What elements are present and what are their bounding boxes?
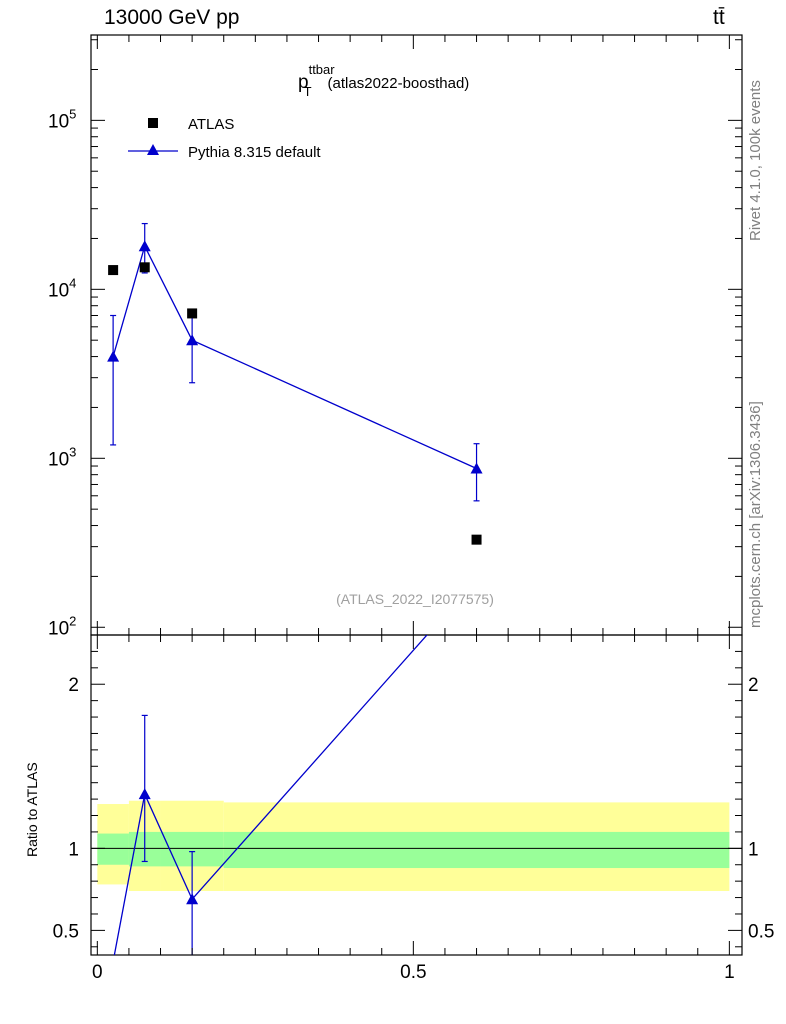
ratio-ticks [91, 35, 742, 955]
ratio-y-tick-label-right: 0.5 [748, 921, 774, 942]
atlas-point [108, 265, 119, 276]
main-y-tick-label: 105 [48, 106, 76, 132]
ratio-y-tick-label: 1 [68, 839, 79, 860]
pythia-point [186, 334, 199, 346]
main-y-tick-label: 103 [48, 444, 76, 470]
ratio-pythia-line [113, 635, 428, 955]
legend-pythia-label: Pythia 8.315 default [188, 144, 321, 161]
x-tick-label: 0.5 [400, 962, 426, 983]
header-left: 13000 GeV pp [104, 6, 240, 29]
analysis-watermark: (ATLAS_2022_I2077575) [336, 591, 494, 607]
main-y-ticks [91, 39, 742, 636]
legend: ATLAS Pythia 8.315 default [128, 116, 321, 161]
pythia-point [107, 350, 120, 362]
ratio-y-axis-label: Ratio to ATLAS [24, 762, 40, 857]
main-y-tick-label: 104 [48, 275, 76, 301]
ratio-y-tick-label: 0.5 [53, 921, 79, 942]
main-data-layer [107, 222, 483, 545]
ratio-y-tick-label-right: 1 [748, 839, 759, 860]
ratio-data-layer [113, 635, 428, 955]
main-y-tick-label: 102 [48, 613, 76, 639]
atlas-point [471, 534, 482, 545]
pythia-point [138, 240, 151, 252]
header-right: tt̄ [713, 6, 725, 29]
legend-atlas-label: ATLAS [188, 116, 234, 133]
uncertainty-band-green [97, 833, 129, 865]
ratio-y-tick-label: 2 [68, 675, 79, 696]
ratio-y-tick-label-right: 2 [748, 675, 759, 696]
ratio-pythia-point [186, 893, 199, 905]
pythia-line [112, 244, 477, 470]
x-tick-label: 1 [724, 962, 735, 983]
atlas-point [139, 262, 150, 273]
legend-pythia-marker [147, 144, 159, 155]
ratio-panel-frame [90, 634, 743, 956]
main-y-tick-labels: 102 103 104 105 [48, 106, 76, 639]
ratio-tick-labels: 0.5 0.5 1 1 2 2 0 0.5 1 [53, 675, 775, 983]
x-tick-label: 0 [92, 962, 103, 983]
pythia-point [470, 462, 483, 474]
atlas-point [187, 308, 198, 319]
plot-title: pttbar T (atlas2022-boosthad) [298, 62, 469, 99]
ratio-pythia-point [138, 788, 151, 800]
uncertainty-band-green [223, 831, 730, 869]
legend-atlas-marker [148, 118, 158, 128]
